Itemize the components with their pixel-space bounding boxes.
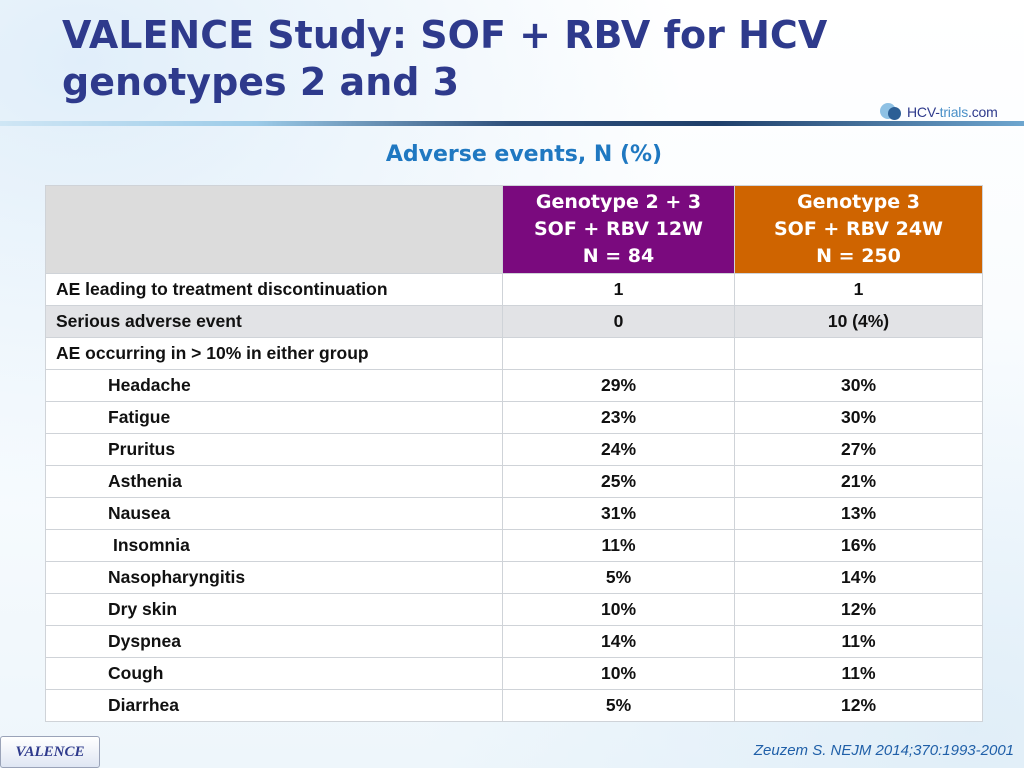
- row-value-g23: 11%: [502, 529, 735, 562]
- header-blank-cell: [45, 185, 503, 274]
- row-value-g3: 14%: [734, 561, 983, 594]
- row-value-g3: 12%: [734, 689, 983, 722]
- logo-text: HCV-trials.com: [907, 104, 998, 120]
- row-value-g23: 0: [502, 305, 735, 338]
- header-genotype-2-3: Genotype 2 + 3 SOF + RBV 12W N = 84: [502, 185, 735, 274]
- header-genotype-3: Genotype 3 SOF + RBV 24W N = 250: [734, 185, 983, 274]
- table-row: Nausea 31% 13%: [45, 497, 983, 530]
- row-value-g3: 11%: [734, 625, 983, 658]
- adverse-events-table: Genotype 2 + 3 SOF + RBV 12W N = 84 Geno…: [45, 185, 983, 722]
- table-row: Insomnia 11% 16%: [45, 529, 983, 562]
- row-value-g3: 12%: [734, 593, 983, 626]
- row-label: Diarrhea: [45, 689, 503, 722]
- row-label: Nasopharyngitis: [45, 561, 503, 594]
- row-value-g3: 16%: [734, 529, 983, 562]
- table-row: Asthenia 25% 21%: [45, 465, 983, 498]
- row-value-g23: 23%: [502, 401, 735, 434]
- table-row: Dyspnea 14% 11%: [45, 625, 983, 658]
- row-value-g3: 30%: [734, 401, 983, 434]
- logo-circles-icon: [880, 102, 904, 122]
- table-row: Fatigue 23% 30%: [45, 401, 983, 434]
- table-row: Diarrhea 5% 12%: [45, 689, 983, 722]
- row-value-g3: 13%: [734, 497, 983, 530]
- row-value-g3: 11%: [734, 657, 983, 690]
- row-value-g23: 5%: [502, 561, 735, 594]
- table-caption: Adverse events, N (%): [385, 142, 663, 167]
- table-row: Cough 10% 11%: [45, 657, 983, 690]
- logo-accent: trials: [939, 104, 969, 120]
- row-label: Serious adverse event: [45, 305, 503, 338]
- row-label: Insomnia: [45, 529, 503, 562]
- logo-brand: HCV: [907, 104, 936, 120]
- row-value-g23: 14%: [502, 625, 735, 658]
- row-value-g3: 21%: [734, 465, 983, 498]
- header-genotype-2-3-line1: Genotype 2 + 3: [535, 191, 702, 213]
- row-value-g23: 5%: [502, 689, 735, 722]
- slide-title: VALENCE Study: SOF + RBV for HCV genotyp…: [62, 12, 862, 106]
- row-label: Pruritus: [45, 433, 503, 466]
- logo-dash: -: [935, 104, 940, 120]
- hcv-trials-logo: HCV-trials.com: [880, 100, 1020, 124]
- header-genotype-3-line3: N = 250: [816, 245, 901, 267]
- row-label: Asthenia: [45, 465, 503, 498]
- study-tag: VALENCE: [0, 736, 100, 768]
- table-row: Nasopharyngitis 5% 14%: [45, 561, 983, 594]
- row-label: Fatigue: [45, 401, 503, 434]
- table-row: Pruritus 24% 27%: [45, 433, 983, 466]
- row-value-g23: [502, 337, 735, 370]
- header-genotype-3-line1: Genotype 3: [797, 191, 920, 213]
- table-row: Headache 29% 30%: [45, 369, 983, 402]
- table-row: AE occurring in > 10% in either group: [45, 337, 983, 370]
- logo-suffix: .com: [968, 104, 998, 120]
- table-row: AE leading to treatment discontinuation …: [45, 273, 983, 306]
- row-value-g23: 10%: [502, 657, 735, 690]
- row-label: Dyspnea: [45, 625, 503, 658]
- row-value-g23: 31%: [502, 497, 735, 530]
- row-label: Nausea: [45, 497, 503, 530]
- header-genotype-3-line2: SOF + RBV 24W: [773, 218, 944, 240]
- title-divider: [0, 121, 1024, 126]
- slide-title-line2: genotypes 2 and 3: [62, 60, 460, 104]
- row-value-g23: 1: [502, 273, 735, 306]
- row-label: AE occurring in > 10% in either group: [45, 337, 503, 370]
- row-value-g23: 24%: [502, 433, 735, 466]
- slide-title-line1: VALENCE Study: SOF + RBV for HCV: [62, 13, 828, 57]
- row-value-g3: 27%: [734, 433, 983, 466]
- row-value-g3: 1: [734, 273, 983, 306]
- row-label: AE leading to treatment discontinuation: [45, 273, 503, 306]
- table-row: Serious adverse event 0 10 (4%): [45, 305, 983, 338]
- table-header-row: Genotype 2 + 3 SOF + RBV 12W N = 84 Geno…: [45, 185, 983, 274]
- citation: Zeuzem S. NEJM 2014;370:1993-2001: [753, 742, 1014, 759]
- table-row: Dry skin 10% 12%: [45, 593, 983, 626]
- row-value-g23: 10%: [502, 593, 735, 626]
- row-value-g23: 29%: [502, 369, 735, 402]
- row-value-g3: [734, 337, 983, 370]
- row-value-g3: 10 (4%): [734, 305, 983, 338]
- row-value-g3: 30%: [734, 369, 983, 402]
- row-value-g23: 25%: [502, 465, 735, 498]
- row-label: Dry skin: [45, 593, 503, 626]
- header-genotype-2-3-line3: N = 84: [582, 245, 655, 267]
- row-label: Cough: [45, 657, 503, 690]
- row-label: Headache: [45, 369, 503, 402]
- header-genotype-2-3-line2: SOF + RBV 12W: [533, 218, 704, 240]
